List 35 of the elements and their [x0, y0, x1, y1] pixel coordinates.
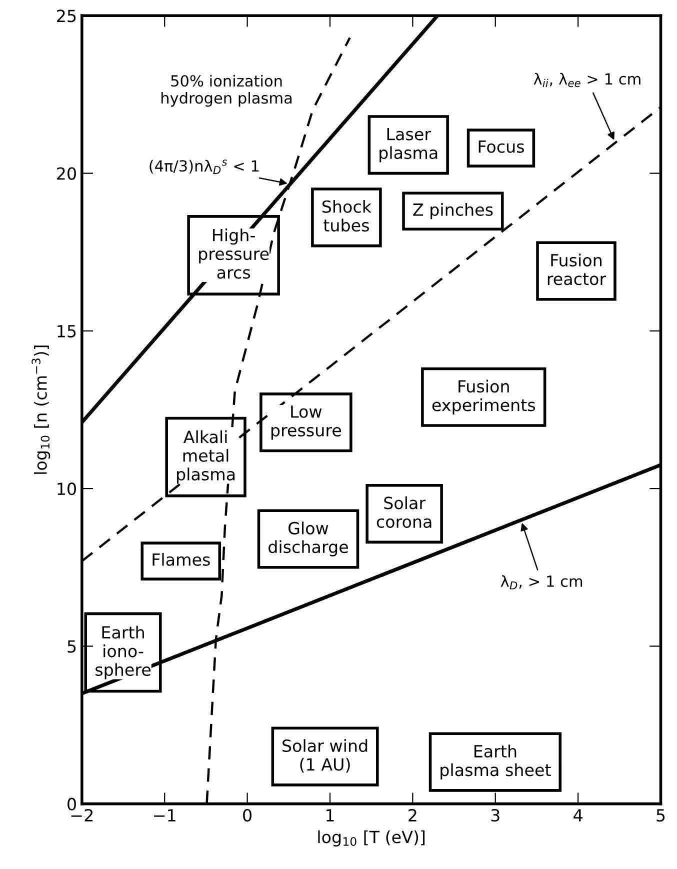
x-tick-label: 2	[408, 808, 416, 822]
x-tick-label: −1	[154, 809, 176, 822]
annotation: Fusion experiments	[432, 380, 536, 415]
series-label: 50% ionization hydrogen plasma	[161, 74, 292, 107]
annotation: Solar wind (1 AU)	[282, 739, 368, 773]
x-tick-label: 1	[326, 809, 334, 822]
annotation: Z pinches	[413, 203, 493, 220]
x-axis-title: log$_{10}$ [T (eV)]	[318, 830, 425, 846]
annotation: Flames	[152, 553, 210, 566]
annotation: Laser plasma	[380, 128, 438, 162]
annotation: High- pressure arcs	[199, 228, 269, 279]
annotation: Earth iono- sphere	[96, 626, 151, 680]
x-tick-label: 4	[574, 809, 582, 822]
annotation: Glow discharge	[268, 522, 348, 556]
y-tick-label: 0	[68, 798, 76, 810]
y-tick-label: 15	[58, 325, 76, 338]
x-tick-label: 3	[491, 808, 500, 822]
annotation: Shock tubes	[322, 200, 372, 232]
series-label: λ$_{ii}$, λ$_{ee}$ > 1 cm	[534, 72, 640, 88]
y-tick-label: 5	[68, 640, 76, 653]
annotation: Solar corona	[376, 496, 432, 528]
y-tick-label: 10	[58, 482, 76, 496]
annotation: Focus	[478, 140, 524, 153]
y-tick-label: 20	[57, 167, 76, 180]
annotation: Fusion reactor	[548, 254, 606, 286]
y-axis-title: log$_{10}$ [n (cm$^{−3}$)]	[32, 346, 50, 474]
text: λ$_{D}$, > 1 cm	[500, 575, 582, 590]
x-tick-label: 5	[656, 809, 665, 822]
series-label: (4π/3)nλ$_{D}$$^{s}$ < 1	[150, 160, 259, 174]
y-tick-label: 25	[57, 10, 76, 22]
x-tick-label: 0	[243, 808, 252, 822]
annotation: Alkali metal plasma	[177, 430, 235, 484]
annotation: Low pressure	[271, 405, 342, 440]
annotation: Earth plasma sheet	[440, 744, 551, 780]
x-tick-label: −2	[71, 808, 93, 822]
